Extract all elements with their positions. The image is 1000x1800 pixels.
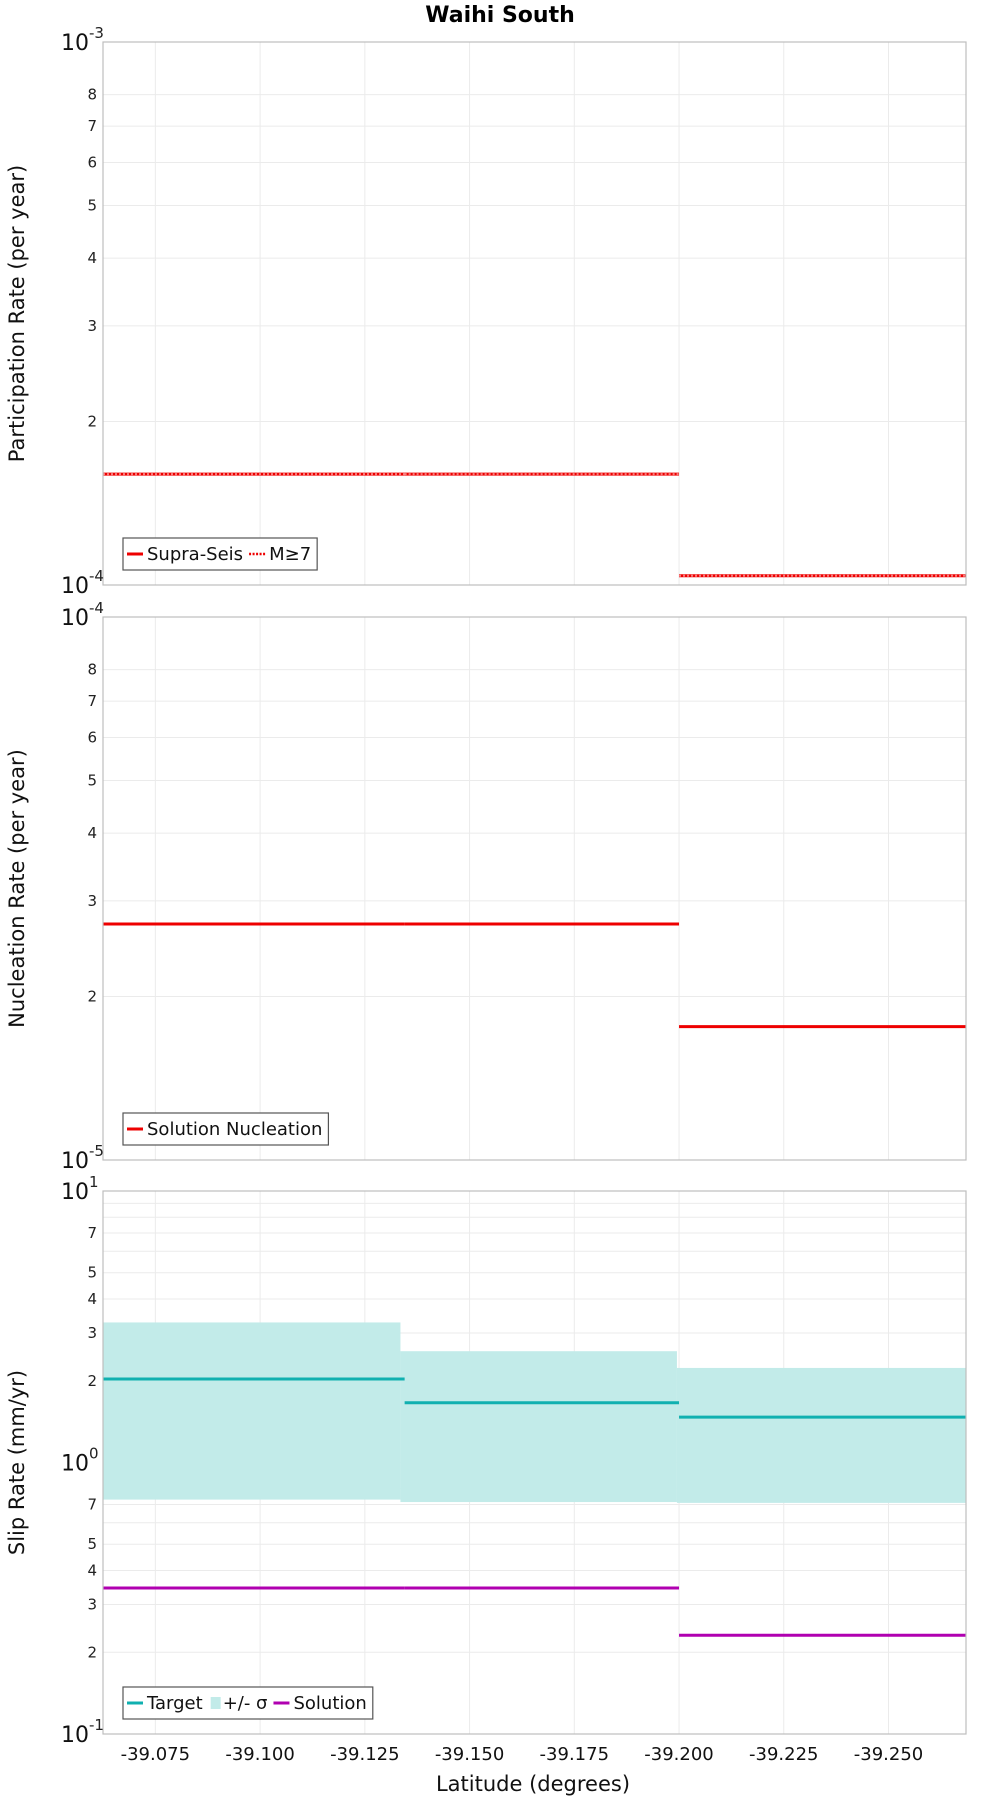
y-tick-label: 4 (87, 1290, 97, 1308)
y-decade-exponent: -3 (89, 24, 104, 42)
x-tick-label: -39.100 (225, 1744, 294, 1765)
y-decade-exponent: -1 (89, 1716, 104, 1734)
x-axis: -39.075 -39.100 -39.125 -39.150 -39.175 -39.2… (121, 1744, 924, 1765)
x-axis-title: Latitude (degrees) (436, 1772, 630, 1796)
y-tick-label: 3 (87, 1324, 97, 1342)
y-tick-label: 4 (87, 1562, 97, 1580)
legend-label: Supra-Seis (147, 544, 243, 565)
x-tick-label: -39.250 (854, 1744, 923, 1765)
y-tick-label: 7 (87, 692, 97, 710)
legend-box (122, 1686, 374, 1720)
y-tick-label: 8 (87, 86, 97, 104)
y-tick-label: 5 (87, 771, 97, 789)
legend-label: Target (146, 1693, 203, 1714)
y-axis-title: Nucleation Rate (per year) (5, 749, 29, 1028)
x-tick-label: -39.150 (435, 1744, 504, 1765)
sigma-band-segment (676, 1367, 966, 1503)
plot-frame (102, 41, 967, 586)
legend: Solution Nucleation (122, 1112, 330, 1146)
y-tick-label: 5 (87, 196, 97, 214)
y-tick-label: 2 (87, 988, 97, 1006)
plot-frame (102, 616, 967, 1161)
y-tick-label: 3 (87, 1595, 97, 1613)
legend-label: Solution Nucleation (147, 1119, 322, 1140)
legend-box (122, 537, 318, 571)
sigma-band-segment (400, 1351, 677, 1503)
y-tick-label: 5 (87, 1535, 97, 1553)
y-tick-label: 4 (87, 249, 97, 267)
y-axis-title: Slip Rate (mm/yr) (5, 1370, 29, 1555)
y-decade-label: 10 (61, 1180, 89, 1205)
legend: Target +/- σ Solution (122, 1686, 374, 1720)
chart-title: Waihi South (425, 3, 575, 28)
y-tick-label: 6 (87, 728, 97, 746)
y-tick-label: 7 (87, 117, 97, 135)
y-decade-label: 10 (61, 574, 89, 599)
legend-label: M≥7 (269, 544, 311, 565)
x-tick-label: -39.175 (540, 1744, 609, 1765)
y-tick-label: 7 (87, 1224, 97, 1242)
y-tick-label: 3 (87, 892, 97, 910)
x-tick-label: -39.075 (121, 1744, 190, 1765)
legend-label: +/- σ (223, 1693, 268, 1714)
sigma-band-segment (103, 1322, 401, 1500)
y-axis-title: Participation Rate (per year) (5, 165, 29, 462)
y-tick-label: 3 (87, 317, 97, 335)
y-tick-label: 2 (87, 1372, 97, 1390)
y-decade-label: 10 (61, 1149, 89, 1174)
y-decade-label: 10 (61, 606, 89, 631)
y-decade-exponent: -5 (89, 1142, 104, 1160)
y-decade-label: 10 (61, 31, 89, 56)
y-decade-label: 10 (61, 1452, 89, 1477)
x-tick-label: -39.200 (644, 1744, 713, 1765)
legend-label: Solution (293, 1693, 366, 1714)
y-tick-label: 2 (87, 413, 97, 431)
y-tick-label: 5 (87, 1264, 97, 1282)
y-tick-label: 8 (87, 661, 97, 679)
legend-swatch (210, 1697, 221, 1709)
plot-frame (102, 1190, 967, 1735)
legend: Supra-Seis M≥7 (122, 537, 318, 571)
y-tick-label: 6 (87, 153, 97, 171)
y-tick-label: 2 (87, 1643, 97, 1661)
y-decade-label: 10 (61, 1723, 89, 1748)
x-tick-label: -39.225 (749, 1744, 818, 1765)
legend-box (122, 1112, 330, 1146)
y-decade-exponent: -4 (89, 567, 104, 585)
y-tick-label: 4 (87, 824, 97, 842)
y-decade-exponent: -4 (89, 599, 104, 617)
y-decade-exponent: 0 (89, 1445, 99, 1463)
y-decade-exponent: 1 (89, 1173, 99, 1191)
x-tick-label: -39.125 (330, 1744, 399, 1765)
y-tick-label: 7 (87, 1496, 97, 1514)
